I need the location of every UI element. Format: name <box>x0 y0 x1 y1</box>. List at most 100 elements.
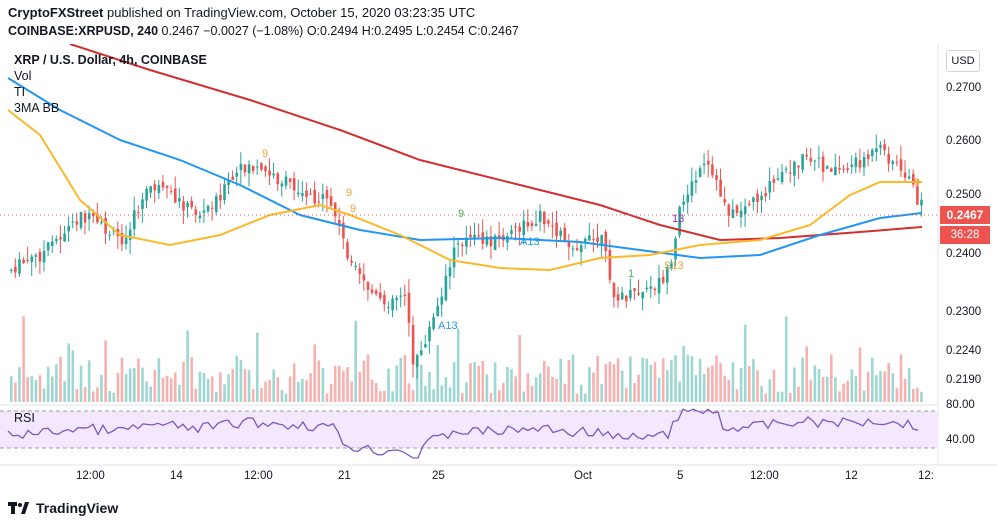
candle-body <box>584 238 587 242</box>
candle-body <box>329 196 333 206</box>
candle-body <box>784 168 788 170</box>
volume-bar <box>830 354 833 402</box>
candle-body <box>346 242 349 259</box>
volume-bar <box>202 372 206 402</box>
volume-bar <box>854 376 858 402</box>
publish-text: published on TradingView.com, October 15… <box>106 5 476 20</box>
candle-body <box>18 259 21 274</box>
volume-bar <box>629 356 632 402</box>
volume-bar <box>157 358 161 402</box>
candle-body <box>731 209 735 218</box>
volume-bar <box>198 371 202 402</box>
volume-bar <box>71 350 75 402</box>
candle-body <box>71 221 75 223</box>
volume-bar <box>666 370 669 402</box>
candle-body <box>30 256 34 262</box>
volume-bar <box>690 356 694 402</box>
candle-body <box>711 164 714 176</box>
volume-bar <box>469 363 472 402</box>
candle-body <box>842 168 845 170</box>
volume-bar <box>124 374 128 402</box>
volume-bar <box>219 372 222 402</box>
sequence-label: A13 <box>438 320 458 332</box>
volume-bar <box>522 391 526 402</box>
tradingview-footer[interactable]: TradingView <box>8 500 118 516</box>
volume-bar <box>333 365 337 402</box>
price-axis-label: 0.2600 <box>946 135 982 147</box>
currency-button[interactable]: USD <box>946 50 980 72</box>
candle-body <box>317 201 321 203</box>
candle-body <box>899 159 903 171</box>
volume-bar <box>772 369 776 402</box>
volume-bar <box>784 316 788 402</box>
volume-bar <box>239 360 243 402</box>
legend-item-vol[interactable]: Vol <box>14 69 32 83</box>
volume-bar <box>313 344 316 402</box>
candle-body <box>789 172 792 174</box>
candle-body <box>354 266 357 268</box>
volume-bar <box>444 377 448 402</box>
volume-bar <box>789 392 792 402</box>
time-axis-label: 12: <box>918 470 934 482</box>
candle-body <box>920 199 923 206</box>
publisher-name[interactable]: CryptoFXStreet <box>8 5 104 20</box>
bar-countdown: 36:28 <box>940 226 990 244</box>
rsi-label[interactable]: RSI <box>14 411 35 425</box>
volume-bar <box>174 372 177 402</box>
candle-body <box>128 229 132 241</box>
volume-bar <box>534 377 538 402</box>
candle-body <box>682 201 685 205</box>
volume-bar <box>735 389 739 402</box>
volume-bar <box>526 373 530 402</box>
candle-body <box>887 153 890 164</box>
candle-body <box>63 233 66 242</box>
candle-body <box>760 195 763 201</box>
volume-bar <box>477 365 480 402</box>
volume-bar <box>493 362 497 402</box>
volume-bar <box>473 362 476 402</box>
candle-body <box>817 157 821 159</box>
candle-body <box>625 295 628 302</box>
candle-body <box>518 226 521 232</box>
sequence-label: 9 <box>350 203 356 215</box>
candle-body <box>424 344 427 348</box>
legend-title[interactable]: XRP / U.S. Dollar, 4h, COINBASE <box>14 53 207 67</box>
volume-bar <box>112 392 116 402</box>
volume-bar <box>18 367 21 402</box>
price-chart[interactable]: 9 9 9 9 A13 A13 1 13 S13 9 <box>0 44 997 529</box>
candle-body <box>846 168 849 170</box>
rsi-axis-label: 80.00 <box>946 399 975 411</box>
volume-bar <box>190 357 193 402</box>
candle-body <box>620 292 624 300</box>
sequence-label: A13 <box>520 236 540 248</box>
candle-body <box>92 213 95 217</box>
volume-bar <box>374 382 378 402</box>
legend-item-ti[interactable]: TI <box>14 85 26 99</box>
volume-bar <box>694 375 698 402</box>
candle-body <box>264 166 267 172</box>
volume-bar <box>506 366 509 402</box>
candle-body <box>247 164 251 174</box>
volume-bar <box>452 362 456 402</box>
volume-bar <box>707 367 710 402</box>
legend-item-3ma-bb[interactable]: 3MA BB <box>14 101 60 115</box>
volume-bar <box>161 377 165 402</box>
candle-body <box>875 148 878 153</box>
volume-bar <box>883 371 886 402</box>
candle-body <box>608 250 612 280</box>
time-axis-label: 5 <box>677 470 684 482</box>
volume-bar <box>51 376 54 402</box>
volume-bar <box>329 383 333 402</box>
volume-bar <box>227 374 230 402</box>
candle-body <box>801 154 804 170</box>
volume-bar <box>661 358 665 402</box>
volume-bar <box>698 358 702 402</box>
candle-body <box>358 268 362 275</box>
candle-body <box>629 289 632 299</box>
volume-bar <box>866 371 870 402</box>
candle-body <box>120 233 124 245</box>
volume-bar <box>305 380 308 402</box>
candle-body <box>169 191 173 193</box>
volume-bar <box>141 367 144 402</box>
candle-body <box>448 267 452 277</box>
